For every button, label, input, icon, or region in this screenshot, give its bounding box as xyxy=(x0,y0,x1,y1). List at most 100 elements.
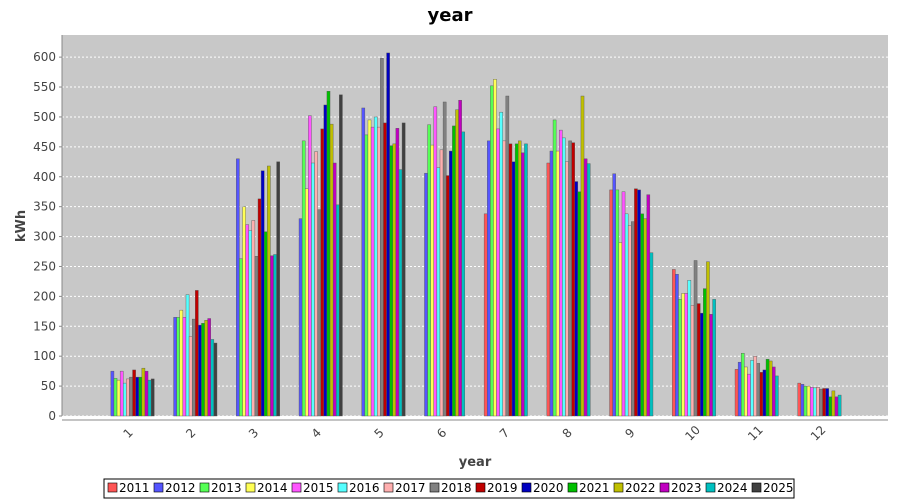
bar xyxy=(264,231,268,417)
bar xyxy=(696,303,701,417)
bar xyxy=(147,379,152,417)
bar xyxy=(511,161,516,417)
bar xyxy=(568,140,572,417)
bar xyxy=(514,143,519,417)
legend-label: 2016 xyxy=(349,481,380,495)
bar xyxy=(646,194,651,417)
bar xyxy=(583,158,588,417)
bar xyxy=(712,299,716,417)
bar xyxy=(706,261,710,417)
legend-swatch xyxy=(199,482,210,493)
bar xyxy=(150,378,155,417)
bar xyxy=(213,342,218,417)
bar xyxy=(580,95,585,417)
bar xyxy=(401,122,406,417)
legend-label: 2020 xyxy=(533,481,564,495)
legend-label: 2024 xyxy=(717,481,748,495)
bar xyxy=(741,352,745,417)
bar xyxy=(765,358,770,417)
y-tick-label: 250 xyxy=(33,259,56,273)
bar xyxy=(305,188,309,417)
x-tick-label: 8 xyxy=(560,426,575,441)
bar xyxy=(577,191,582,417)
bar xyxy=(493,79,497,417)
bar xyxy=(251,220,256,417)
bar xyxy=(191,318,196,417)
legend-label: 2018 xyxy=(441,481,472,495)
bar xyxy=(386,52,390,417)
bar xyxy=(797,382,802,417)
bar xyxy=(458,99,462,417)
bar xyxy=(502,140,507,417)
bar xyxy=(487,140,491,417)
bar xyxy=(392,143,397,417)
bar xyxy=(113,378,118,417)
bar xyxy=(176,317,180,417)
bar xyxy=(675,274,679,417)
bar xyxy=(370,126,375,417)
bar xyxy=(439,149,444,417)
bar xyxy=(837,394,842,417)
y-tick-label: 550 xyxy=(33,80,56,94)
bar xyxy=(822,388,826,417)
legend-label: 2014 xyxy=(257,481,288,495)
x-tick-label: 6 xyxy=(434,426,449,441)
legend-label: 2021 xyxy=(579,481,610,495)
bar xyxy=(672,269,676,417)
bar xyxy=(834,396,839,417)
bar xyxy=(687,280,692,417)
bar xyxy=(188,336,193,417)
bar xyxy=(574,181,579,417)
bar xyxy=(508,143,513,417)
bar xyxy=(135,376,139,417)
x-tick-label: 3 xyxy=(246,426,261,441)
legend-swatch xyxy=(245,482,256,493)
bar xyxy=(273,254,277,417)
bar xyxy=(254,256,259,417)
bar xyxy=(615,189,620,417)
bar xyxy=(317,209,321,417)
bar xyxy=(336,204,340,417)
bar xyxy=(383,122,387,417)
y-tick-label: 100 xyxy=(33,349,56,363)
legend-label: 2015 xyxy=(303,481,334,495)
bar xyxy=(179,309,184,417)
bar xyxy=(678,299,682,417)
bar xyxy=(803,385,808,417)
bar xyxy=(762,369,767,417)
y-tick-label: 200 xyxy=(33,289,56,303)
bar xyxy=(649,252,654,417)
x-axis-label: year xyxy=(459,455,492,470)
bar xyxy=(637,189,641,417)
legend-label: 2025 xyxy=(763,481,794,495)
y-tick-label: 450 xyxy=(33,140,56,154)
y-tick-label: 300 xyxy=(33,230,56,244)
bar xyxy=(380,58,384,417)
bar xyxy=(141,367,146,417)
bar xyxy=(301,140,306,417)
bar xyxy=(361,107,366,417)
bar xyxy=(643,218,647,417)
bar xyxy=(144,370,149,417)
bar xyxy=(452,125,456,417)
x-tick-label: 2 xyxy=(183,426,198,441)
bar xyxy=(298,218,303,417)
bar xyxy=(609,189,613,417)
bar xyxy=(825,388,829,417)
bar xyxy=(449,150,453,417)
bar xyxy=(236,158,240,417)
bar xyxy=(813,387,817,417)
bar xyxy=(308,115,312,417)
x-tick-label: 12 xyxy=(808,423,829,444)
x-tick-label: 10 xyxy=(682,423,703,444)
legend-swatch xyxy=(751,482,762,493)
y-tick-label: 350 xyxy=(33,200,56,214)
bar xyxy=(737,361,742,417)
bar xyxy=(461,131,465,417)
bar xyxy=(747,373,751,417)
bar xyxy=(490,85,494,417)
bar xyxy=(311,162,315,417)
bar xyxy=(373,116,378,417)
bar xyxy=(624,213,629,417)
